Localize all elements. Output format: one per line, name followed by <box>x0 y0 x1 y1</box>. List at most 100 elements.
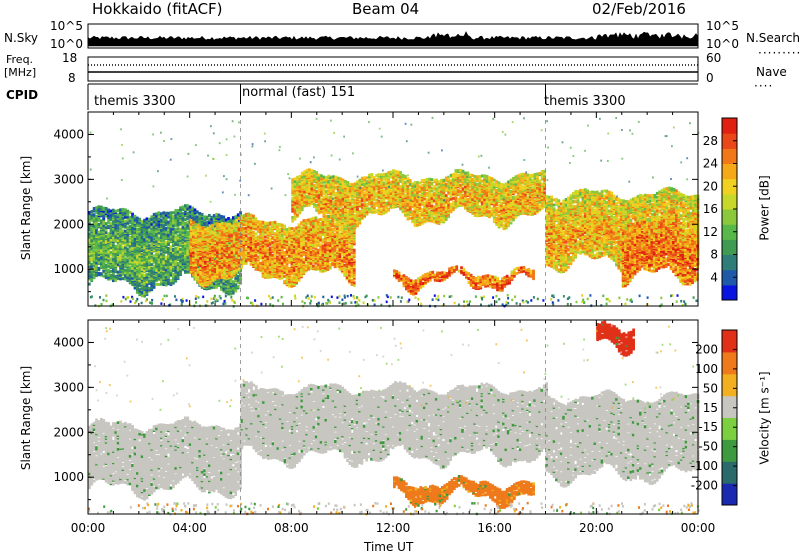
echo-cell <box>256 235 260 239</box>
echo-cell <box>328 249 332 253</box>
echo-cell <box>208 234 212 238</box>
echo-cell <box>259 249 262 253</box>
echo-cell <box>236 275 240 278</box>
echo-cell <box>172 211 175 215</box>
echo-cell <box>176 261 180 265</box>
echo-cell <box>121 277 125 281</box>
echo-cell <box>128 224 132 228</box>
echo-cell <box>164 255 168 259</box>
echo-cell <box>145 255 149 259</box>
echo-cell <box>228 237 231 241</box>
echo-cell <box>220 287 223 291</box>
echo-cell <box>222 279 226 283</box>
freq-label-line1: Freq. <box>6 54 33 65</box>
echo-cell <box>92 257 96 261</box>
echo-cell <box>196 276 200 280</box>
echo-cell <box>321 218 325 222</box>
echo-cell <box>155 219 158 223</box>
echo-cell <box>143 246 146 250</box>
echo-cell <box>234 283 238 287</box>
echo-cell <box>114 223 118 227</box>
echo-cell <box>157 250 161 254</box>
echo-cell <box>116 263 120 267</box>
echo-cell <box>297 241 301 245</box>
echo-cell <box>217 284 221 287</box>
echo-cell <box>160 232 163 236</box>
echo-cell <box>92 249 96 253</box>
echo-cell <box>102 258 106 262</box>
echo-cell <box>95 218 98 222</box>
echo-cell <box>160 275 163 279</box>
echo-cell <box>328 262 332 266</box>
echo-cell <box>104 222 108 226</box>
echo-cell <box>160 278 163 282</box>
echo-cell <box>155 212 158 216</box>
echo-cell <box>278 222 282 226</box>
echo-cell <box>119 273 122 277</box>
echo-cell <box>196 215 199 219</box>
echo-cell <box>100 230 103 234</box>
echo-cell <box>169 230 173 234</box>
echo-cell <box>283 279 286 283</box>
echo-cell <box>232 291 235 295</box>
echo-cell <box>133 218 137 222</box>
echo-cell <box>213 237 217 241</box>
echo-cell <box>109 233 113 237</box>
echo-cell <box>157 225 161 229</box>
echo-cell <box>145 289 149 293</box>
echo-cell <box>256 225 260 229</box>
echo-cell <box>232 286 235 290</box>
echo-cell <box>240 215 243 219</box>
echo-cell <box>162 281 166 285</box>
echo-cell <box>199 241 202 245</box>
echo-cell <box>138 217 142 221</box>
nsearch-legend-dots: ········· <box>758 47 800 59</box>
echo-cell <box>191 216 194 220</box>
echo-cell <box>201 237 205 241</box>
echo-cell <box>104 207 108 210</box>
echo-cell <box>116 234 120 238</box>
echo-cell <box>304 264 308 268</box>
nsky-label: N.Sky <box>4 32 38 44</box>
echo-cell <box>100 259 103 263</box>
echo-cell <box>189 219 193 222</box>
echo-cell <box>131 215 134 219</box>
echo-cell <box>140 271 144 275</box>
echo-cell <box>266 267 270 270</box>
echo-cell <box>304 241 308 245</box>
echo-cell <box>186 255 190 259</box>
echo-cell <box>179 222 182 226</box>
echo-cell <box>172 272 175 276</box>
echo-cell <box>133 234 137 238</box>
echo-cell <box>126 233 130 237</box>
echo-cell <box>276 259 279 263</box>
echo-cell <box>206 271 210 275</box>
echo-cell <box>230 267 234 271</box>
echo-cell <box>297 249 301 253</box>
echo-cell <box>186 220 190 224</box>
echo-cell <box>237 267 241 271</box>
echo-cell <box>283 237 286 241</box>
echo-cell <box>215 212 218 216</box>
echo-cell <box>176 219 180 223</box>
echo-cell <box>148 244 151 248</box>
echo-cell <box>138 265 142 269</box>
echo-cell <box>126 209 130 213</box>
echo-cell <box>164 268 168 272</box>
echo-cell <box>201 273 205 276</box>
echo-cell <box>119 238 122 242</box>
echo-cell <box>164 240 168 244</box>
echo-cell <box>181 208 185 211</box>
echo-cell <box>102 214 106 218</box>
echo-cell <box>119 229 122 233</box>
echo-cell <box>102 253 106 257</box>
echo-cell <box>297 234 301 238</box>
echo-cell <box>95 233 98 237</box>
echo-cell <box>114 268 118 272</box>
echo-cell <box>254 236 258 240</box>
echo-cell <box>90 250 94 254</box>
echo-cell <box>261 220 265 224</box>
echo-cell <box>199 264 202 268</box>
echo-cell <box>150 263 154 267</box>
echo-cell <box>244 259 248 263</box>
